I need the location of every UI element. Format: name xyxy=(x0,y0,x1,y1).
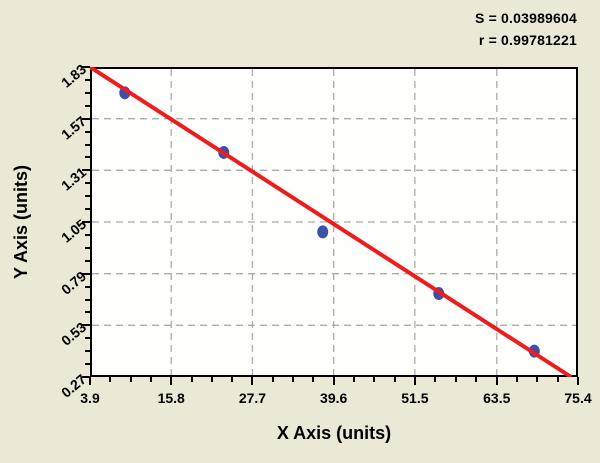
x-tick-label: 75.4 xyxy=(564,390,592,406)
x-minor-tick xyxy=(231,377,234,382)
x-minor-tick xyxy=(516,377,519,382)
y-minor-tick xyxy=(85,363,90,366)
x-tick-label: 63.5 xyxy=(483,390,511,406)
y-major-tick xyxy=(82,117,90,120)
y-minor-tick xyxy=(85,208,90,211)
y-minor-tick xyxy=(85,182,90,185)
y-minor-tick xyxy=(85,298,90,301)
x-minor-tick xyxy=(312,377,315,382)
y-axis-title: Y Axis (units) xyxy=(11,164,31,280)
y-minor-tick xyxy=(85,246,90,249)
y-major-tick xyxy=(82,324,90,327)
y-minor-tick xyxy=(85,350,90,353)
y-minor-tick xyxy=(85,78,90,81)
y-tick-label: 1.83 xyxy=(57,60,90,91)
x-major-tick xyxy=(577,377,579,385)
x-tick-label: 15.8 xyxy=(157,390,185,406)
x-major-tick xyxy=(251,377,254,385)
y-minor-tick xyxy=(85,156,90,159)
x-tick-label: 51.5 xyxy=(401,390,429,406)
fit-line xyxy=(90,67,573,377)
x-minor-tick xyxy=(271,377,274,382)
x-minor-tick xyxy=(149,377,152,382)
x-minor-tick xyxy=(109,377,112,382)
x-minor-tick xyxy=(454,377,457,382)
y-minor-tick xyxy=(85,285,90,288)
x-minor-tick xyxy=(210,377,213,382)
x-major-tick xyxy=(413,377,416,385)
x-minor-tick xyxy=(393,377,396,382)
y-minor-tick xyxy=(85,195,90,198)
x-major-tick xyxy=(89,377,91,385)
y-minor-tick xyxy=(85,143,90,146)
y-tick-label: 0.79 xyxy=(57,267,90,298)
x-major-tick xyxy=(495,377,498,385)
x-tick-label: 3.9 xyxy=(80,390,100,406)
x-minor-tick xyxy=(475,377,478,382)
y-minor-tick xyxy=(85,337,90,340)
x-minor-tick xyxy=(556,377,559,382)
x-minor-tick xyxy=(352,377,355,382)
x-minor-tick xyxy=(129,377,132,382)
x-major-tick xyxy=(332,377,335,385)
x-tick-label: 27.7 xyxy=(238,390,267,406)
y-minor-tick xyxy=(85,311,90,314)
slope-value-label: S = 0.03989604 xyxy=(474,10,577,26)
plot-area xyxy=(90,67,578,377)
y-tick-label: 1.05 xyxy=(57,215,90,246)
y-major-tick xyxy=(82,66,90,68)
y-minor-tick xyxy=(85,91,90,94)
x-major-tick xyxy=(170,377,173,385)
y-major-tick xyxy=(82,376,90,378)
x-minor-tick xyxy=(536,377,539,382)
data-point xyxy=(317,225,329,239)
y-minor-tick xyxy=(85,104,90,107)
x-minor-tick xyxy=(373,377,376,382)
x-minor-tick xyxy=(190,377,193,382)
x-tick-label: 39.6 xyxy=(320,390,348,406)
y-major-tick xyxy=(82,221,90,223)
stats-annotation: S = 0.03989604 r = 0.99781221 xyxy=(475,7,577,51)
x-minor-tick xyxy=(292,377,295,382)
y-major-tick xyxy=(82,169,90,172)
y-tick-label: 1.57 xyxy=(57,112,90,143)
y-tick-label: 1.31 xyxy=(57,164,90,194)
y-major-tick xyxy=(82,272,90,275)
x-minor-tick xyxy=(434,377,437,382)
y-tick-label: 0.53 xyxy=(57,319,90,349)
y-minor-tick xyxy=(85,130,90,133)
x-axis-title: X Axis (units) xyxy=(276,423,392,443)
y-minor-tick xyxy=(85,233,90,236)
correlation-value-label: r = 0.99781221 xyxy=(478,32,577,48)
y-minor-tick xyxy=(85,259,90,262)
